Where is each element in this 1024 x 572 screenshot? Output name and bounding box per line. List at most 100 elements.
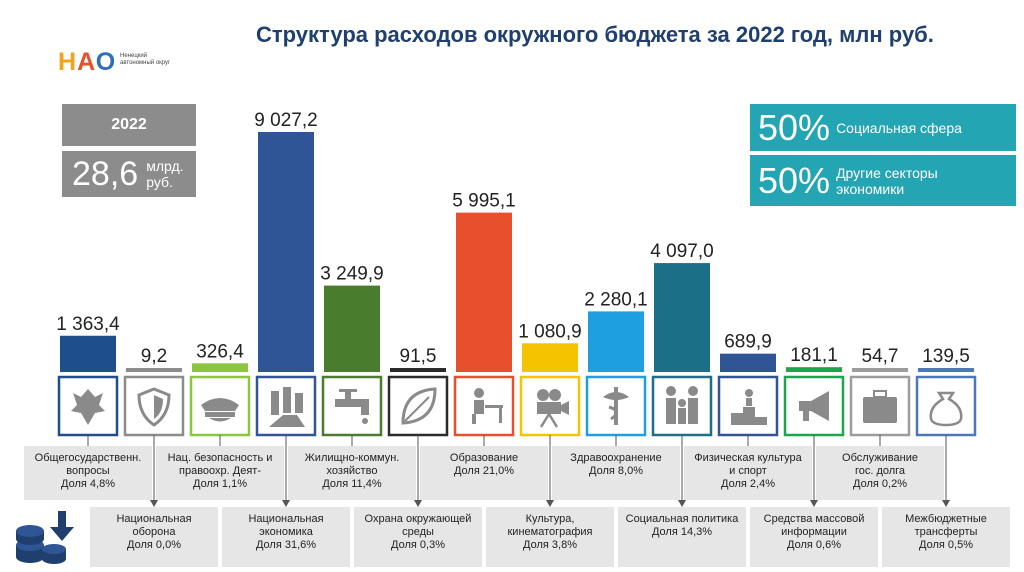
caption-line: вопросы	[66, 465, 110, 477]
bar	[522, 343, 578, 372]
category-caption: Социальная политика Доля 14,3%	[618, 507, 746, 567]
caption-line: Национальная	[248, 513, 324, 525]
bar	[324, 285, 380, 372]
connector-arrow	[942, 500, 950, 507]
briefcase-icon	[863, 390, 897, 423]
family-icon	[666, 386, 698, 424]
coins-icon	[16, 511, 74, 564]
caption-line: экономика	[259, 526, 313, 538]
connector-arrow	[150, 500, 158, 507]
bar-value-label: 54,7	[862, 346, 899, 367]
caption-line: хозяйство	[326, 465, 378, 477]
bar-value-label: 326,4	[196, 341, 244, 362]
caption-share: Доля 1,1%	[193, 478, 247, 490]
caption-line: Межбюджетные	[905, 513, 987, 525]
logo-text: НАО	[58, 48, 117, 76]
connector-arrow	[678, 500, 686, 507]
caption-line: Здравоохранение	[570, 452, 662, 464]
caption-line: Общегосударственн.	[34, 452, 142, 464]
caption-line: Жилищно-коммун.	[304, 452, 400, 464]
bar-value-label: 2 280,1	[584, 289, 647, 310]
caption-share: Доля 2,4%	[721, 478, 775, 490]
bar-value-label: 9,2	[141, 346, 167, 367]
bar	[390, 368, 446, 372]
category-caption: Охрана окружающей среды Доля 0,3%	[354, 507, 482, 567]
film-camera-icon	[537, 389, 569, 428]
bar	[192, 363, 248, 372]
category-caption: Средства массовой информации Доля 0,6%	[750, 507, 878, 567]
caption-line: Обслуживание	[842, 452, 918, 464]
bar-value-label: 3 249,9	[320, 264, 383, 285]
category-caption: Жилищно-коммун. хозяйство Доля 11,4%	[288, 446, 416, 500]
caption-line: Образование	[449, 452, 519, 464]
connector-arrow	[282, 500, 290, 507]
bar	[258, 132, 314, 372]
bar	[126, 368, 182, 372]
bar	[588, 311, 644, 372]
category-caption: Общегосударственн. вопросы Доля 4,8%	[24, 446, 152, 500]
police-cap-icon	[201, 398, 239, 422]
caption-share: Доля 4,8%	[61, 478, 115, 490]
percent-label: Другие секторы экономики	[836, 164, 938, 197]
caption-line: Нац. безопасность и	[167, 452, 273, 464]
caption-line: Социальная политика	[625, 513, 739, 525]
bar-value-label: 1 080,9	[518, 321, 581, 342]
caption-share: Доля 21,0%	[453, 465, 515, 477]
caption-share: Доля 31,6%	[255, 539, 317, 551]
year-box: 2022	[62, 104, 196, 146]
bar	[720, 353, 776, 372]
caption-line: Охрана окружающей	[364, 513, 472, 525]
bar-value-label: 181,1	[790, 345, 838, 366]
caption-share: Доля 0,5%	[919, 539, 973, 551]
bar-value-label: 689,9	[724, 332, 772, 353]
leaf-icon	[401, 387, 437, 425]
category-tile	[387, 375, 449, 437]
bar-value-label: 91,5	[400, 346, 437, 367]
caption-line: Культура,	[525, 513, 575, 525]
caption-line: Средства массовой	[763, 513, 865, 525]
connector-arrow	[546, 500, 554, 507]
percent-value: 50%	[758, 159, 831, 201]
bar	[786, 367, 842, 372]
category-tile	[915, 375, 977, 437]
water-tap-icon	[335, 389, 369, 424]
logo: НАО Ненецкий автономный округ	[58, 46, 178, 80]
connector-arrow	[810, 500, 818, 507]
bar-value-label: 9 027,2	[254, 110, 317, 131]
total-box: 28,6 млрд. руб.	[62, 151, 196, 197]
bar	[456, 212, 512, 372]
caption-share: Доля 0,2%	[853, 478, 907, 490]
student-desk-icon	[472, 388, 503, 424]
category-caption: Культура, кинематография Доля 3,8%	[486, 507, 614, 567]
caption-line: информации	[781, 526, 847, 538]
caption-line: и спорт	[729, 465, 767, 477]
percent-box-other: 50% Другие секторы экономики	[750, 155, 1016, 206]
caption-share: Доля 11,4%	[322, 478, 382, 490]
caption-line: оборона	[132, 526, 176, 538]
emblem-icon	[71, 389, 105, 425]
bar	[654, 263, 710, 372]
percent-box-social: 50% Социальная сфера	[750, 104, 1016, 151]
caption-line: трансферты	[914, 526, 978, 538]
total-value: 28,6	[72, 154, 139, 193]
money-bag-icon	[929, 391, 963, 427]
connector-arrow	[414, 500, 422, 507]
bar	[60, 335, 116, 372]
caption-line: кинематография	[507, 526, 593, 538]
bar	[852, 368, 908, 372]
total-unit: млрд. руб.	[146, 158, 184, 190]
category-caption: Образование Доля 21,0%	[420, 446, 548, 500]
category-caption: Обслуживание гос. долга Доля 0,2%	[816, 446, 944, 500]
caption-line: среды	[402, 526, 434, 538]
category-caption: Физическая культура и спорт Доля 2,4%	[684, 446, 812, 500]
caption-line: Национальная	[116, 513, 192, 525]
percent-label: Социальная сфера	[836, 119, 962, 136]
category-caption: Здравоохранение Доля 8,0%	[552, 446, 680, 500]
caption-share: Доля 0,6%	[787, 539, 841, 551]
caption-share: Доля 14,3%	[651, 526, 713, 538]
logo-subtitle: Ненецкий автономный округ	[120, 53, 171, 66]
category-caption: Нац. безопасность и правоохр. Деят- Доля 1…	[156, 446, 284, 500]
bar-value-label: 139,5	[922, 346, 970, 367]
caption-share: Доля 8,0%	[589, 465, 643, 477]
